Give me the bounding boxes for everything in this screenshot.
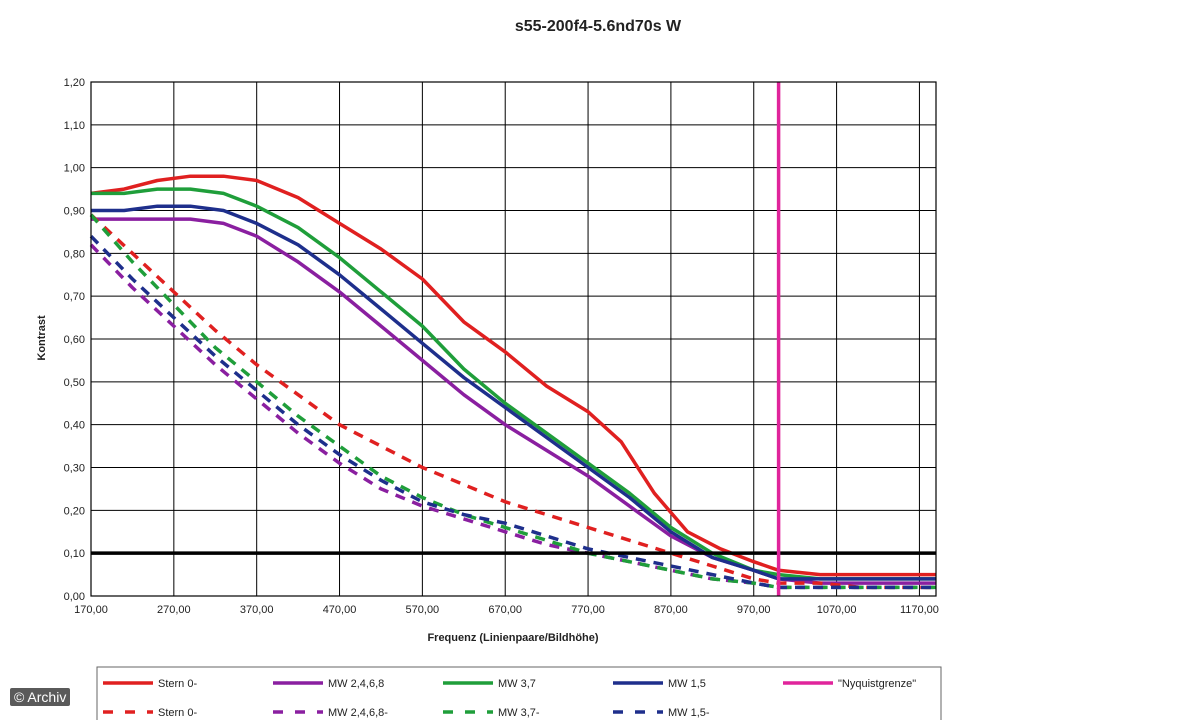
x-tick-label: 370,00 bbox=[240, 604, 274, 616]
legend-label: MW 2,4,6,8- bbox=[328, 707, 388, 719]
x-tick-label: 970,00 bbox=[737, 604, 771, 616]
y-axis-ticks: 0,00 0,10 0,20 0,30 0,40 0,50 0,60 0,70 0,80 0,90… bbox=[64, 77, 85, 603]
series-lines bbox=[89, 174, 936, 590]
legend-label: MW 2,4,6,8 bbox=[328, 678, 384, 690]
y-tick-label: 0,70 bbox=[64, 291, 85, 303]
x-tick-label: 870,00 bbox=[654, 604, 688, 616]
x-tick-label: 170,00 bbox=[74, 604, 108, 616]
legend-label: Stern 0- bbox=[158, 707, 197, 719]
archive-credit: © Archiv bbox=[10, 688, 71, 706]
x-tick-label: 270,00 bbox=[157, 604, 191, 616]
chart-title: s55-200f4-5.6nd70s W bbox=[515, 18, 682, 35]
y-tick-label: 0,80 bbox=[64, 248, 85, 260]
x-tick-label: 1170,00 bbox=[900, 604, 939, 616]
legend-box bbox=[96, 666, 942, 720]
y-tick-label: 0,00 bbox=[64, 591, 85, 603]
x-axis-title: Frequenz (Linienpaare/Bildhöhe) bbox=[427, 632, 598, 644]
y-axis-title: Kontrast bbox=[36, 315, 48, 361]
y-tick-label: 1,20 bbox=[64, 77, 85, 89]
legend-label: Stern 0- bbox=[158, 678, 197, 690]
legend: Stern 0- MW 2,4,6,8 MW 3,7 MW 1,5 "Nyquistgr… bbox=[96, 666, 942, 720]
series-line-solid-2 bbox=[91, 187, 936, 581]
x-tick-label: 470,00 bbox=[323, 604, 357, 616]
y-tick-label: 1,00 bbox=[64, 163, 85, 175]
y-tick-label: 0,30 bbox=[64, 463, 85, 475]
y-tick-label: 1,10 bbox=[64, 120, 85, 132]
x-tick-label: 770,00 bbox=[571, 604, 605, 616]
y-tick-label: 0,50 bbox=[64, 377, 85, 389]
x-axis-ticks: 170,00 270,00 370,00 470,00 570,00 670,00 770,… bbox=[74, 604, 939, 616]
plot-frame bbox=[90, 81, 937, 597]
grid bbox=[90, 81, 936, 597]
y-tick-label: 0,40 bbox=[64, 420, 85, 432]
legend-label: MW 1,5- bbox=[668, 707, 710, 719]
series-line-dashed-7 bbox=[89, 213, 936, 590]
series-line-solid-3 bbox=[91, 204, 936, 581]
reference-lines bbox=[91, 82, 936, 596]
y-tick-label: 0,60 bbox=[64, 334, 85, 346]
y-tick-label: 0,20 bbox=[64, 505, 85, 517]
legend-label: "Nyquistgrenze" bbox=[838, 678, 916, 690]
series-line-solid-1 bbox=[91, 217, 936, 585]
y-tick-label: 0,90 bbox=[64, 206, 85, 218]
legend-label: MW 1,5 bbox=[668, 678, 706, 690]
series-line-dashed-8 bbox=[89, 234, 936, 590]
legend-label: MW 3,7 bbox=[498, 678, 536, 690]
legend-label: MW 3,7- bbox=[498, 707, 540, 719]
x-tick-label: 570,00 bbox=[406, 604, 440, 616]
x-tick-label: 1070,00 bbox=[817, 604, 857, 616]
series-line-solid-0 bbox=[90, 174, 936, 577]
series-line-dashed-5 bbox=[89, 213, 936, 590]
x-tick-label: 670,00 bbox=[488, 604, 522, 616]
y-tick-label: 0,10 bbox=[64, 548, 85, 560]
